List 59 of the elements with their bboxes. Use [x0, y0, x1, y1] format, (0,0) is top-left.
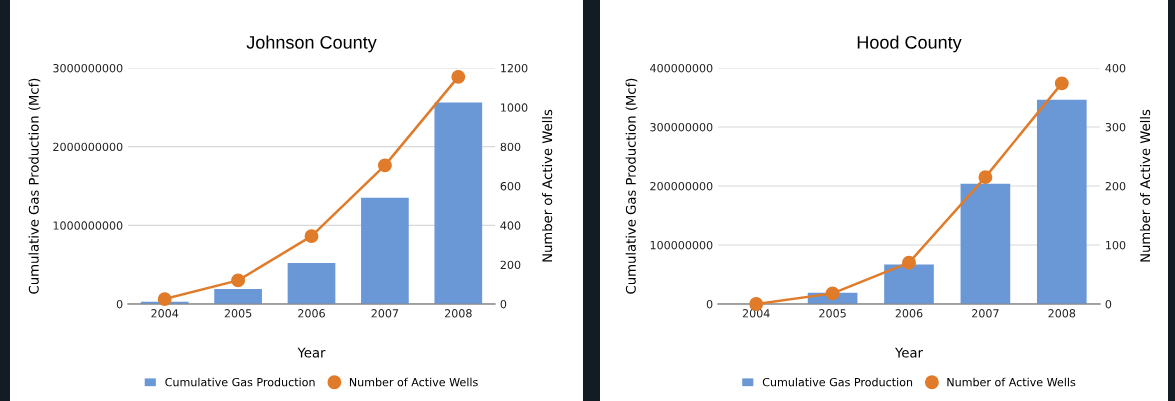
y2-tick-label: 0: [1105, 299, 1112, 309]
point: [978, 170, 993, 185]
y-tick-label: 400000000: [650, 63, 713, 73]
y-tick-label: 0: [706, 299, 713, 309]
y-axis-title: Cumulative Gas Production (Mcf): [625, 78, 638, 294]
y2-tick-label: 300: [1105, 122, 1126, 132]
point: [1054, 76, 1069, 91]
bar: [960, 183, 1011, 304]
point: [451, 69, 466, 84]
bar: [287, 263, 336, 304]
y2-tick-label: 0: [500, 299, 507, 309]
legend-label: Number of Active Wells: [947, 377, 1076, 387]
point: [825, 286, 840, 301]
x-tick-label: 2008: [1048, 309, 1076, 318]
x-axis-title: Year: [297, 347, 326, 358]
y2-tick-label: 400: [500, 221, 521, 230]
y2-axis-title: Number of Active Wells: [542, 109, 553, 262]
y2-tick-label: 200: [500, 260, 521, 270]
point: [377, 158, 392, 173]
y2-tick-label: 100: [1106, 240, 1126, 250]
legend-label: Cumulative Gas Production: [165, 377, 315, 387]
legend-label: Cumulative Gas Production: [762, 377, 913, 387]
y2-axis-title: Number of Active Wells: [1139, 109, 1151, 262]
point: [157, 292, 172, 307]
x-tick-label: 2004: [151, 309, 179, 318]
y2-tick-label: 1000: [501, 103, 528, 112]
x-tick-label: 2005: [819, 309, 846, 318]
x-tick-label: 2007: [972, 309, 999, 318]
chart-title: Hood County: [857, 35, 962, 53]
bar: [884, 264, 934, 304]
y2-tick-label: 600: [500, 181, 521, 191]
y-axis-title: Cumulative Gas Production (Mcf): [28, 78, 41, 294]
x-axis-title: Year: [895, 347, 923, 358]
y-tick-label: 100000000: [650, 240, 713, 250]
y-tick-label: 300000000: [650, 122, 713, 132]
y2-tick-label: 800: [500, 142, 521, 152]
y-tick-label: 0: [116, 299, 123, 309]
point: [231, 273, 246, 288]
x-tick-label: 2006: [895, 309, 923, 318]
point: [902, 255, 916, 270]
y-tick-label: 3000000000: [53, 63, 123, 73]
x-tick-label: 2008: [444, 309, 472, 318]
chart-title: Johnson County: [246, 35, 377, 53]
bar: [361, 197, 409, 304]
legend-label: Number of Active Wells: [349, 377, 478, 387]
y-tick-label: 1000000000: [53, 221, 123, 230]
bar: [214, 289, 262, 304]
y-tick-label: 2000000000: [53, 142, 123, 152]
y2-tick-label: 400: [1105, 63, 1126, 73]
x-tick-label: 2007: [371, 309, 399, 318]
y2-tick-label: 1200: [501, 63, 528, 73]
x-tick-label: 2004: [742, 309, 770, 318]
point: [304, 229, 319, 244]
bar: [1036, 99, 1087, 304]
bar: [434, 102, 483, 304]
y2-tick-label: 200: [1105, 181, 1126, 191]
x-tick-label: 2005: [224, 309, 252, 318]
y-tick-label: 200000000: [650, 181, 713, 191]
x-tick-label: 2006: [298, 309, 325, 318]
